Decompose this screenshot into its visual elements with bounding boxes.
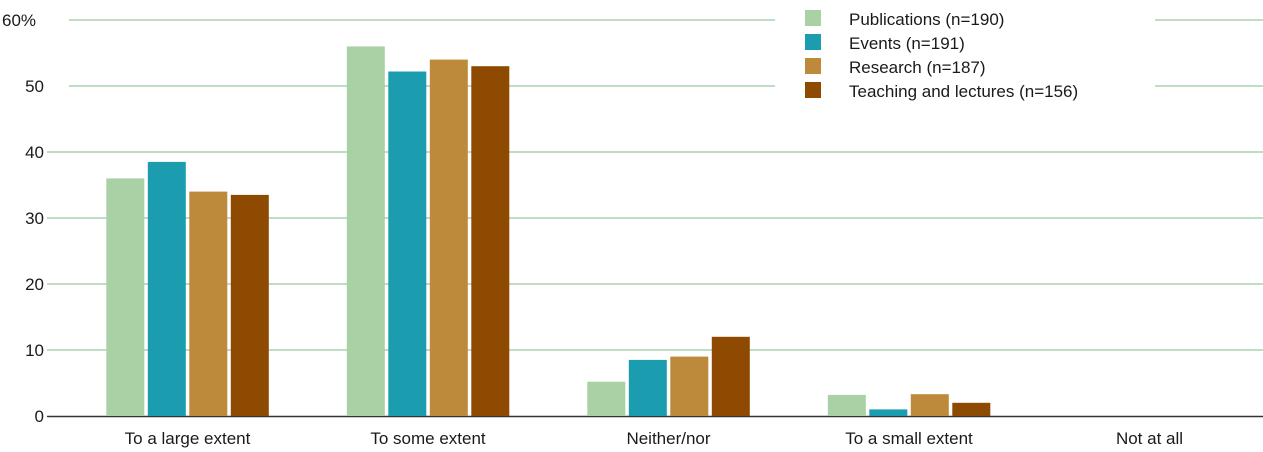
x-tick-label: Not at all [1116,429,1183,448]
y-tick-label: 20 [25,275,44,294]
legend-item: Teaching and lectures (n=156) [805,82,1078,101]
legend-label: Events (n=191) [849,34,965,53]
bar [869,409,908,416]
bars [106,46,991,417]
legend-swatch [805,34,821,50]
bar [147,161,186,416]
bar [628,359,667,416]
y-tick-label: 30 [25,209,44,228]
bar [587,381,626,416]
legend-swatch [805,58,821,74]
legend-item: Events (n=191) [805,34,965,53]
bar [711,336,750,416]
y-axis-tick-labels: 0 10 20 30 40 50 60% [2,11,44,426]
legend-item: Research (n=187) [805,58,986,77]
legend-label: Research (n=187) [849,58,986,77]
y-tick-label: 10 [25,341,44,360]
x-axis-tick-labels: To a large extent To some extent Neither/n… [125,429,1183,448]
bar [388,71,427,416]
legend-label: Teaching and lectures (n=156) [849,82,1078,101]
y-tick-label: 50 [25,77,44,96]
x-tick-label: To some extent [370,429,486,448]
legend-swatch [805,82,821,98]
bar [230,194,269,416]
bar [429,59,468,416]
legend-item: Publications (n=190) [805,10,1004,29]
x-tick-label: To a small extent [845,429,973,448]
legend-swatch [805,10,821,26]
bar [106,178,145,416]
gridlines [47,19,1263,418]
bar [827,394,866,416]
legend-label: Publications (n=190) [849,10,1004,29]
y-tick-label: 60% [2,11,36,30]
bar [670,356,709,416]
bar [346,46,385,417]
bar [189,191,228,416]
x-tick-label: Neither/nor [626,429,710,448]
legend: Publications (n=190) Events (n=191) Resear… [805,10,1078,101]
bar [471,66,510,416]
x-tick-label: To a large extent [125,429,251,448]
bar [952,402,991,416]
bar [910,394,949,416]
y-tick-label: 0 [35,407,44,426]
y-tick-label: 40 [25,143,44,162]
